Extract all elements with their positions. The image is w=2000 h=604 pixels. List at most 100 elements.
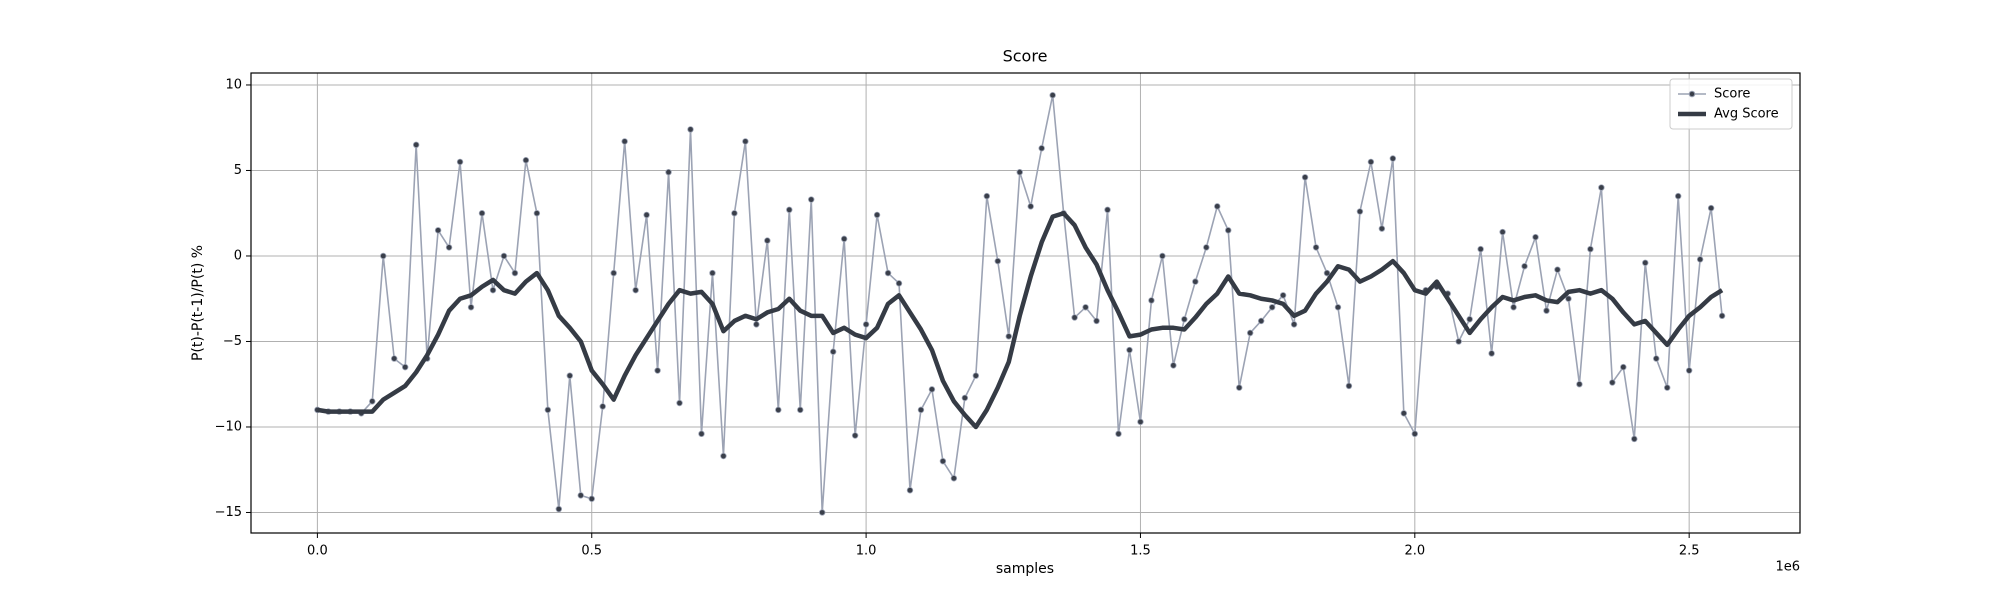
score-point xyxy=(1411,430,1419,438)
score-point xyxy=(1093,317,1100,325)
score-point xyxy=(1257,317,1265,325)
score-point xyxy=(369,398,376,405)
score-point xyxy=(654,367,661,374)
x-tick-label: 0.0 xyxy=(307,544,328,559)
score-point xyxy=(1455,338,1462,345)
score-point xyxy=(1488,350,1495,357)
score-point xyxy=(1499,228,1506,236)
score-point xyxy=(1236,384,1243,391)
score-point xyxy=(1685,367,1693,374)
score-point xyxy=(445,244,453,251)
legend-box xyxy=(1669,78,1793,130)
score-point xyxy=(1225,227,1232,234)
score-point xyxy=(522,157,530,164)
y-tick-label: −5 xyxy=(223,334,242,349)
x-axis-label: samples xyxy=(996,561,1054,577)
avg-line xyxy=(317,210,1724,430)
y-tick-label: −10 xyxy=(215,419,242,434)
score-point xyxy=(1214,203,1221,210)
score-point xyxy=(380,252,387,260)
score-point xyxy=(1279,292,1287,299)
score-point xyxy=(1389,155,1397,162)
score-point xyxy=(1126,346,1133,354)
score-point xyxy=(1334,304,1342,311)
score-point xyxy=(412,141,420,149)
score-point xyxy=(434,227,442,234)
score-point xyxy=(610,269,617,277)
y-tick-label: −15 xyxy=(215,505,242,520)
score-point xyxy=(884,269,892,277)
score-point xyxy=(1510,304,1517,311)
score-point xyxy=(895,280,903,287)
score-point xyxy=(840,235,848,243)
score-point xyxy=(555,505,563,513)
score-point xyxy=(588,495,595,502)
x-tick-label: 2.0 xyxy=(1404,544,1425,559)
score-point xyxy=(1104,206,1111,214)
score-point xyxy=(1159,252,1166,260)
score-point xyxy=(1005,333,1012,340)
score-point xyxy=(544,406,552,414)
score-point xyxy=(1576,381,1583,388)
score-point xyxy=(1674,192,1682,200)
score-point xyxy=(1148,297,1155,304)
score-point xyxy=(1115,430,1122,438)
score-point xyxy=(1587,245,1594,253)
score-point xyxy=(1312,244,1320,251)
score-point xyxy=(1049,92,1056,99)
score-point xyxy=(797,406,804,414)
score-point xyxy=(1038,145,1045,152)
chart-title: Score xyxy=(1003,47,1048,66)
score-point xyxy=(873,211,881,219)
score-point xyxy=(1598,184,1605,191)
x-tick-label: 1.0 xyxy=(856,544,877,559)
score-point xyxy=(928,386,936,393)
score-point xyxy=(1400,410,1408,417)
score-point xyxy=(1082,304,1089,311)
legend: Score Avg Score xyxy=(1669,78,1793,130)
x-tick-label: 2.5 xyxy=(1679,544,1700,559)
score-point xyxy=(917,406,925,414)
score-point xyxy=(1345,382,1353,390)
score-point xyxy=(906,487,914,494)
score-point xyxy=(391,355,398,362)
score-point xyxy=(1192,278,1199,285)
score-point xyxy=(808,196,815,203)
score-point xyxy=(1554,266,1561,273)
score-point xyxy=(1170,362,1177,369)
score-point xyxy=(742,138,749,145)
score-point xyxy=(1642,259,1649,267)
score-point xyxy=(1543,307,1550,314)
x-tick-label: 0.5 xyxy=(581,544,602,559)
score-point xyxy=(1696,256,1704,263)
score-point xyxy=(1707,204,1715,212)
score-point xyxy=(1137,418,1144,426)
score-point xyxy=(1664,384,1671,391)
score-point xyxy=(566,372,573,379)
score-point xyxy=(961,394,969,402)
score-point xyxy=(489,286,497,294)
score-point xyxy=(478,210,486,217)
score-point xyxy=(1323,269,1331,277)
legend-marker xyxy=(1688,90,1696,98)
score-point xyxy=(1477,245,1484,253)
score-point xyxy=(819,509,826,516)
score-point xyxy=(939,457,947,465)
score-point xyxy=(1290,321,1298,328)
score-point xyxy=(676,399,683,407)
score-point xyxy=(1301,174,1309,181)
score-point xyxy=(1532,233,1539,241)
score-point xyxy=(1016,168,1023,176)
score-point xyxy=(698,430,705,438)
x-offset-label: 1e6 xyxy=(1775,560,1800,575)
score-point xyxy=(862,321,870,328)
score-point xyxy=(994,257,1001,265)
score-point xyxy=(500,252,508,260)
score-point xyxy=(1181,316,1188,323)
score-point xyxy=(764,237,771,244)
score-point xyxy=(577,492,584,499)
score-point xyxy=(1071,314,1078,321)
score-point xyxy=(1027,203,1034,210)
score-point xyxy=(665,168,672,176)
